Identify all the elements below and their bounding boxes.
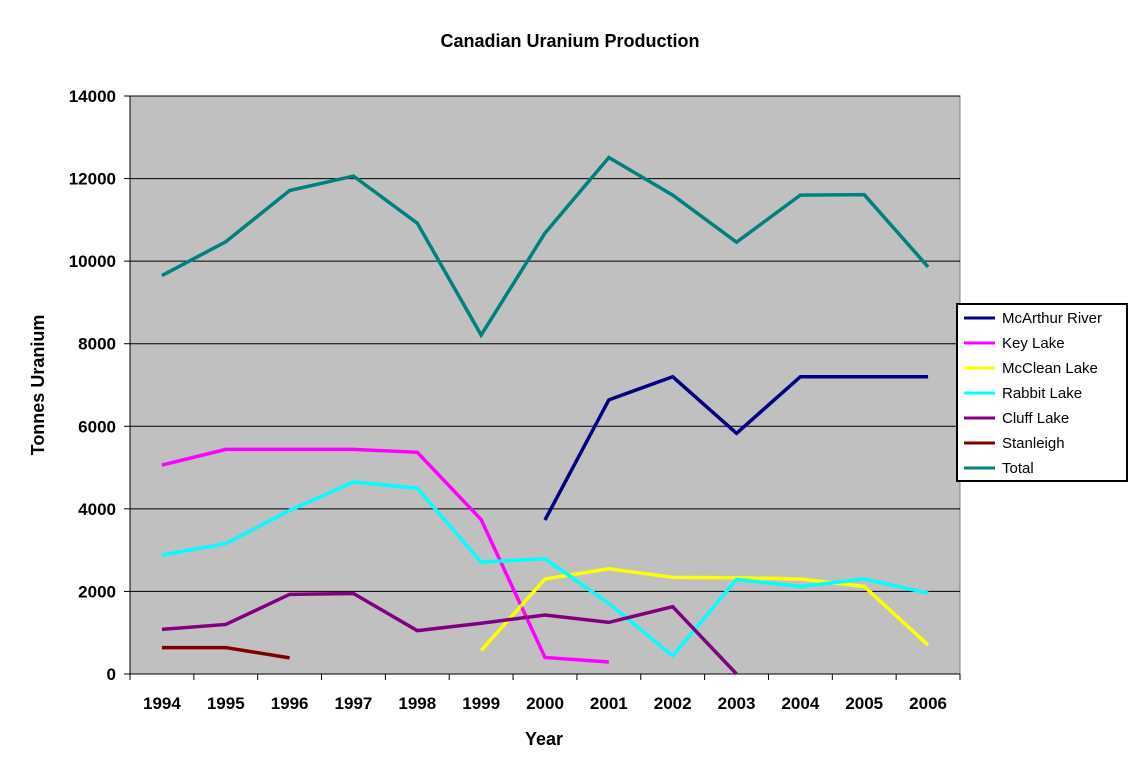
legend-label: Cluff Lake	[1002, 410, 1069, 427]
y-tick-label: 10000	[69, 252, 116, 271]
legend-label: McClean Lake	[1002, 360, 1098, 377]
y-tick-label: 2000	[78, 582, 116, 601]
y-tick-label: 12000	[69, 170, 116, 189]
x-tick-label: 2001	[590, 694, 628, 713]
series-lines	[161, 155, 930, 676]
x-tick-label: 1995	[207, 694, 245, 713]
x-tick-label: 1999	[462, 694, 500, 713]
legend: McArthur River Key Lake McClean Lake Rabbit…	[956, 303, 1128, 482]
legend-label: McArthur River	[1002, 310, 1102, 327]
x-tick-label: 1998	[398, 694, 436, 713]
x-tick-label: 1997	[335, 694, 373, 713]
y-tick-label: 8000	[78, 335, 116, 354]
legend-label: Total	[1002, 460, 1034, 477]
y-tick-label: 0	[107, 665, 116, 684]
y-tick-label: 14000	[69, 87, 116, 106]
series-line-rabbit-lake	[161, 480, 929, 659]
x-axis-ticks: 1994 1995 1996 1997 1998 1999 2000 2001 2002 2003…	[129, 674, 961, 713]
legend-label: Key Lake	[1002, 335, 1065, 352]
series-line-total	[161, 155, 930, 339]
y-tick-label: 4000	[78, 500, 116, 519]
x-tick-label: 2005	[845, 694, 883, 713]
series-line-key-lake	[161, 447, 609, 664]
series-line-mcclean-lake	[479, 566, 930, 652]
x-tick-label: 1994	[143, 694, 181, 713]
axes	[129, 96, 960, 675]
series-line-stanleigh	[161, 645, 290, 660]
series-line-cluff-lake	[161, 591, 738, 676]
x-tick-label: 2003	[718, 694, 756, 713]
x-tick-label: 2004	[781, 694, 819, 713]
legend-label: Rabbit Lake	[1002, 385, 1082, 402]
x-tick-label: 2006	[909, 694, 947, 713]
plot-area	[129, 95, 961, 675]
y-tick-label: 6000	[78, 417, 116, 436]
x-tick-label: 1996	[271, 694, 309, 713]
y-axis-label: Tonnes Uranium	[28, 315, 48, 456]
y-axis-ticks: 0 2000 4000 6000 8000 10000 12000 14000	[69, 87, 130, 684]
x-tick-label: 2000	[526, 694, 564, 713]
x-axis-label: Year	[525, 729, 563, 749]
x-tick-label: 2002	[654, 694, 692, 713]
series-line-mcarthur-river	[543, 374, 929, 521]
gridlines	[130, 95, 960, 592]
legend-label: Stanleigh	[1002, 435, 1065, 452]
chart-title: Canadian Uranium Production	[440, 31, 699, 51]
